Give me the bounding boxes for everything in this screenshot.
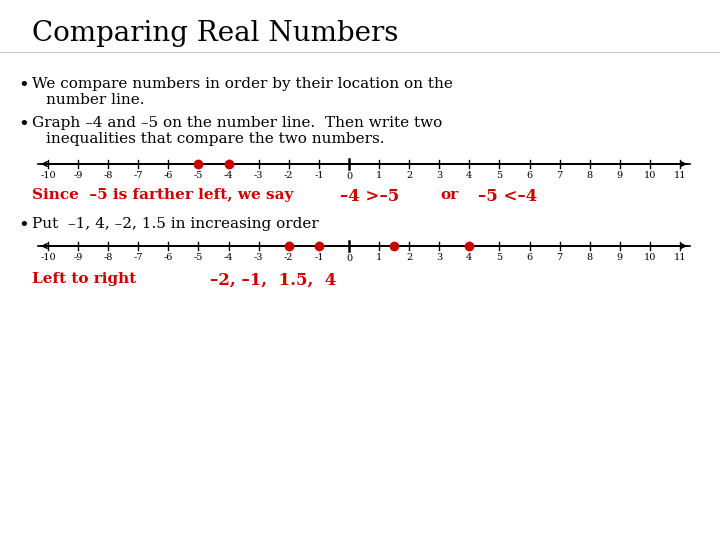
- Text: 6: 6: [526, 171, 533, 180]
- Text: -2: -2: [284, 171, 294, 180]
- Text: -3: -3: [254, 171, 264, 180]
- Text: 9: 9: [617, 253, 623, 262]
- Text: Graph –4 and –5 on the number line.  Then write two: Graph –4 and –5 on the number line. Then…: [32, 116, 442, 130]
- Text: •: •: [18, 116, 29, 134]
- Text: •: •: [18, 77, 29, 95]
- Text: -2: -2: [284, 253, 294, 262]
- Text: -5: -5: [194, 171, 203, 180]
- Text: -4: -4: [224, 171, 233, 180]
- Text: 1: 1: [376, 171, 382, 180]
- Text: 8: 8: [587, 171, 593, 180]
- Text: inequalities that compare the two numbers.: inequalities that compare the two number…: [46, 132, 384, 146]
- Text: 2: 2: [406, 253, 413, 262]
- Text: -9: -9: [73, 253, 83, 262]
- Text: -6: -6: [163, 171, 173, 180]
- Text: Since  –5 is farther left, we say: Since –5 is farther left, we say: [32, 188, 293, 202]
- Text: –2, –1,  1.5,  4: –2, –1, 1.5, 4: [210, 272, 336, 289]
- Text: number line.: number line.: [46, 93, 145, 107]
- Text: 1: 1: [376, 253, 382, 262]
- Text: Comparing Real Numbers: Comparing Real Numbers: [32, 20, 398, 47]
- Text: 5: 5: [496, 253, 503, 262]
- Text: -4: -4: [224, 253, 233, 262]
- Text: 8: 8: [587, 253, 593, 262]
- Text: 3: 3: [436, 253, 442, 262]
- Text: Left to right: Left to right: [32, 272, 136, 286]
- Text: -6: -6: [163, 253, 173, 262]
- Text: -7: -7: [133, 171, 143, 180]
- Text: –5 <–4: –5 <–4: [478, 188, 537, 205]
- Text: -1: -1: [314, 253, 323, 262]
- Text: 10: 10: [644, 253, 656, 262]
- Text: 7: 7: [557, 253, 563, 262]
- Text: 0: 0: [346, 254, 352, 263]
- Text: •: •: [18, 217, 29, 235]
- Text: 11: 11: [674, 253, 686, 262]
- Text: -7: -7: [133, 253, 143, 262]
- Text: -9: -9: [73, 171, 83, 180]
- Text: Put  –1, 4, –2, 1.5 in increasing order: Put –1, 4, –2, 1.5 in increasing order: [32, 217, 319, 231]
- Text: -8: -8: [104, 171, 113, 180]
- Text: 5: 5: [496, 171, 503, 180]
- Text: 4: 4: [467, 171, 472, 180]
- Text: 7: 7: [557, 171, 563, 180]
- Text: 11: 11: [674, 171, 686, 180]
- Text: 4: 4: [467, 253, 472, 262]
- Text: -1: -1: [314, 171, 323, 180]
- Text: 9: 9: [617, 171, 623, 180]
- Text: 6: 6: [526, 253, 533, 262]
- Text: -8: -8: [104, 253, 113, 262]
- Text: -10: -10: [40, 253, 56, 262]
- Text: We compare numbers in order by their location on the: We compare numbers in order by their loc…: [32, 77, 453, 91]
- Text: or: or: [440, 188, 458, 202]
- Text: -10: -10: [40, 171, 56, 180]
- Text: 0: 0: [346, 172, 352, 181]
- Text: 10: 10: [644, 171, 656, 180]
- Text: -5: -5: [194, 253, 203, 262]
- Text: –4 >–5: –4 >–5: [340, 188, 400, 205]
- Text: 2: 2: [406, 171, 413, 180]
- Text: 3: 3: [436, 171, 442, 180]
- Text: -3: -3: [254, 253, 264, 262]
